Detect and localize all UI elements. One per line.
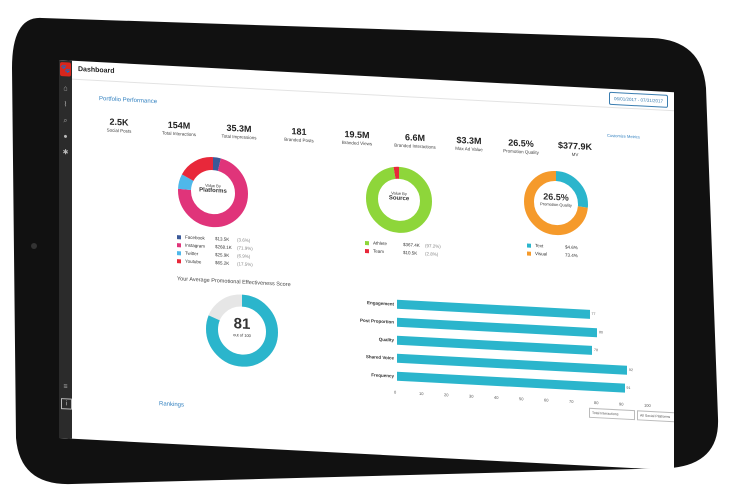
- bar: [397, 299, 590, 319]
- page-title: Dashboard: [78, 65, 115, 75]
- donut-slice: [524, 171, 588, 236]
- x-tick-label: 20: [444, 392, 449, 398]
- kpi-item: 6.6M Branded Interactions: [394, 132, 436, 150]
- x-tick-label: 30: [469, 393, 474, 399]
- gear-icon[interactable]: ✱: [62, 149, 69, 157]
- kpi-item: 35.3M Total Impressions: [221, 122, 257, 141]
- metric-select[interactable]: Total Interactions: [589, 407, 635, 421]
- effectiveness-title: Your Average Promotional Effectiveness S…: [177, 276, 291, 289]
- bar-label: Post Proportion: [360, 317, 394, 325]
- kpi-item: 19.5M Branded Views: [341, 128, 373, 147]
- screen: 🐾 ⌂ ⌇ ⌕ ● ✱ ≡ i Dashboard 06/01/2017 - 0…: [59, 60, 674, 471]
- info-icon[interactable]: i: [61, 398, 72, 410]
- platforms-donut-label: Value By Platforms: [199, 182, 227, 195]
- kpi-item: $377.9K MV: [557, 140, 593, 158]
- donut-slice: [366, 166, 432, 233]
- bar-label: Shared Voice: [365, 354, 394, 361]
- customize-metrics-link[interactable]: Customize Metrics: [607, 132, 640, 140]
- kpi-item: 181 Branded Posts: [284, 126, 314, 144]
- camera-icon: [31, 243, 37, 249]
- x-tick-label: 40: [494, 394, 499, 401]
- platform-select[interactable]: All Social Platforms: [637, 410, 674, 424]
- stack-icon[interactable]: ≡: [63, 383, 68, 391]
- x-tick-label: 70: [569, 398, 574, 404]
- section-title-portfolio: Portfolio Performance: [99, 96, 158, 106]
- bar-value: 92: [629, 367, 633, 373]
- donut-slice: [178, 157, 248, 228]
- promotion-donut: [524, 171, 588, 236]
- effectiveness-score-label: 81 out of 100: [233, 315, 251, 339]
- platforms-legend: Facebook $13.5K (3.6%) Instagram $268.1K (71…: [177, 234, 253, 270]
- x-tick-label: 80: [594, 400, 599, 406]
- kpi-item: 26.5% Promotion Quality: [503, 137, 539, 156]
- bar: [397, 353, 627, 375]
- sidebar: 🐾 ⌂ ⌇ ⌕ ● ✱ ≡ i: [59, 60, 72, 439]
- paw-logo-icon[interactable]: 🐾: [60, 62, 71, 77]
- home-icon[interactable]: ⌂: [63, 85, 68, 93]
- donut-slice: [178, 157, 248, 228]
- kpi-item: 154M Total Interactions: [161, 119, 197, 138]
- search-icon[interactable]: ⌕: [63, 117, 68, 125]
- bar-label: Frequency: [371, 372, 394, 379]
- bar-value: 91: [626, 385, 631, 390]
- tablet-device: 🐾 ⌂ ⌇ ⌕ ● ✱ ≡ i Dashboard 06/01/2017 - 0…: [12, 8, 720, 486]
- bar-value: 77: [591, 311, 596, 317]
- kpi-item: $3.3M Max Ad Value: [455, 134, 483, 153]
- effectiveness-score-ring: [206, 294, 278, 367]
- date-range-button[interactable]: 06/01/2017 - 07/31/2017: [608, 91, 668, 108]
- bar-value: 78: [594, 348, 598, 353]
- x-tick-label: 10: [419, 390, 424, 397]
- chart-icon[interactable]: ⌇: [63, 101, 68, 109]
- score-arc: [206, 294, 278, 367]
- x-tick-label: 100: [644, 402, 651, 409]
- bar: [397, 371, 625, 393]
- bar-label: Quality: [378, 336, 394, 343]
- bar-value: 80: [599, 330, 603, 335]
- promotion-legend: Text $4.6% Visual 73.4%: [527, 243, 587, 262]
- bar: [397, 317, 597, 338]
- x-tick-label: 60: [544, 397, 549, 403]
- user-icon[interactable]: ●: [63, 133, 68, 141]
- x-tick-label: 50: [519, 396, 524, 402]
- x-tick-label: 90: [619, 401, 624, 407]
- kpi-item: 2.5K Social Posts: [106, 116, 132, 134]
- source-legend: Athlete $367.4K (97.2%) Team $10.5K (2.8%): [365, 240, 441, 260]
- source-donut-label: Value By Source: [388, 190, 410, 203]
- source-donut: [366, 166, 432, 233]
- effectiveness-bar-chart: Engagement 77 Post Proportion 80 Quality 78 Sh…: [339, 297, 659, 414]
- x-tick-label: 0: [394, 389, 397, 395]
- promotion-donut-label: 26.5% Promotion Quality: [540, 191, 572, 208]
- bar: [397, 335, 592, 355]
- platforms-donut: [178, 157, 248, 228]
- bar-label: Engagement: [366, 300, 394, 307]
- section-title-rankings: Rankings: [159, 401, 185, 409]
